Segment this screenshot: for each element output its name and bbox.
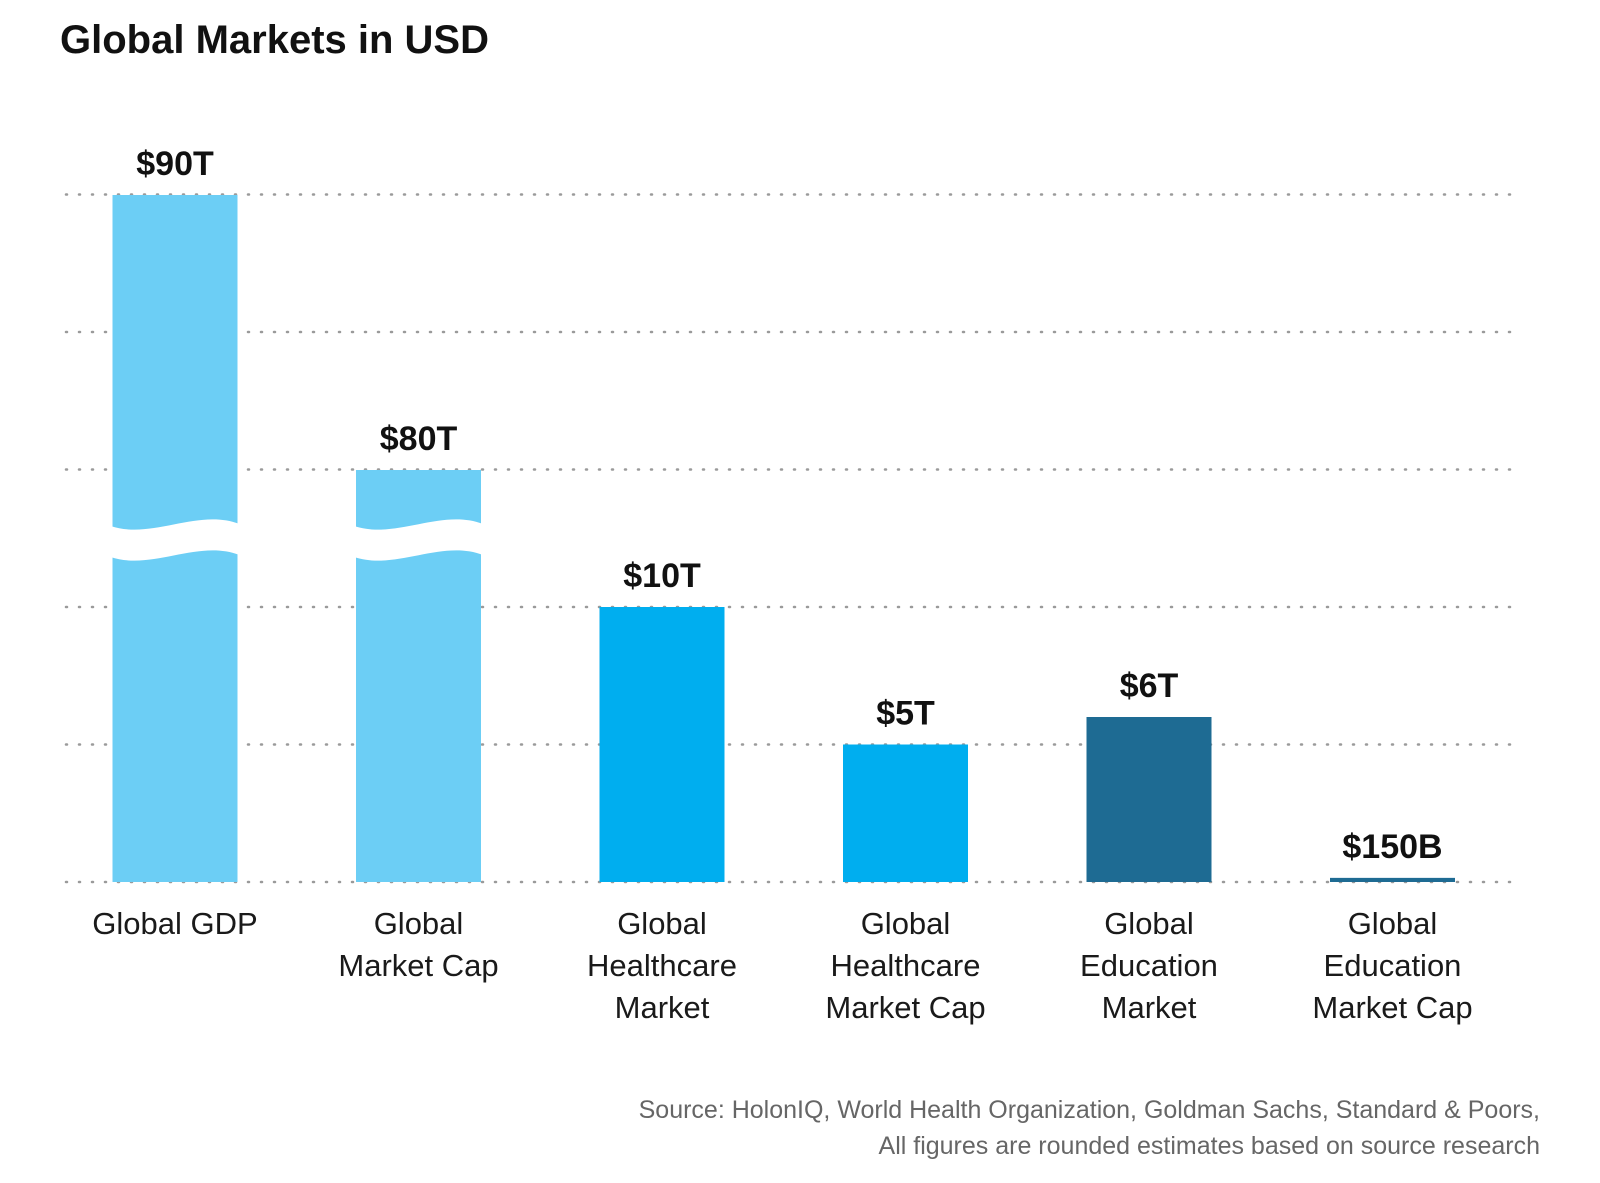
x-category-label: Global GDP	[92, 906, 257, 941]
bar-value-label: $80T	[380, 420, 458, 458]
x-category-label: Market Cap	[1312, 990, 1472, 1025]
x-category-label: Market Cap	[338, 948, 498, 983]
x-category-label: Market	[615, 990, 710, 1025]
bar-value-label: $5T	[876, 695, 935, 733]
axis-break-gap	[354, 519, 483, 561]
x-category-label: Education	[1080, 948, 1218, 983]
source-line-1: Source: HolonIQ, World Health Organizati…	[638, 1096, 1540, 1124]
source-line-2: All figures are rounded estimates based …	[878, 1132, 1540, 1160]
bar	[843, 744, 968, 882]
x-category-label: Global	[617, 906, 707, 941]
x-category-label: Global	[1104, 906, 1194, 941]
x-category-label: Global	[374, 906, 464, 941]
bar-value-label: $10T	[623, 557, 701, 595]
bar-value-label: $6T	[1120, 667, 1179, 705]
x-category-label: Healthcare	[587, 948, 737, 983]
chart-title: Global Markets in USD	[60, 18, 489, 62]
bar	[1086, 717, 1212, 882]
x-category-label: Global	[861, 906, 951, 941]
x-category-label: Education	[1324, 948, 1462, 983]
bar	[599, 607, 725, 882]
bar	[1330, 877, 1455, 882]
source-note: Source: HolonIQ, World Health Organizati…	[440, 1092, 1540, 1164]
bar-value-label: $90T	[136, 145, 214, 183]
bar-value-label: $150B	[1342, 828, 1442, 866]
axis-break-gap	[110, 519, 240, 561]
x-category-label: Healthcare	[831, 948, 981, 983]
x-category-label: Market Cap	[825, 990, 985, 1025]
x-category-label: Market	[1102, 990, 1197, 1025]
x-category-label: Global	[1348, 906, 1438, 941]
